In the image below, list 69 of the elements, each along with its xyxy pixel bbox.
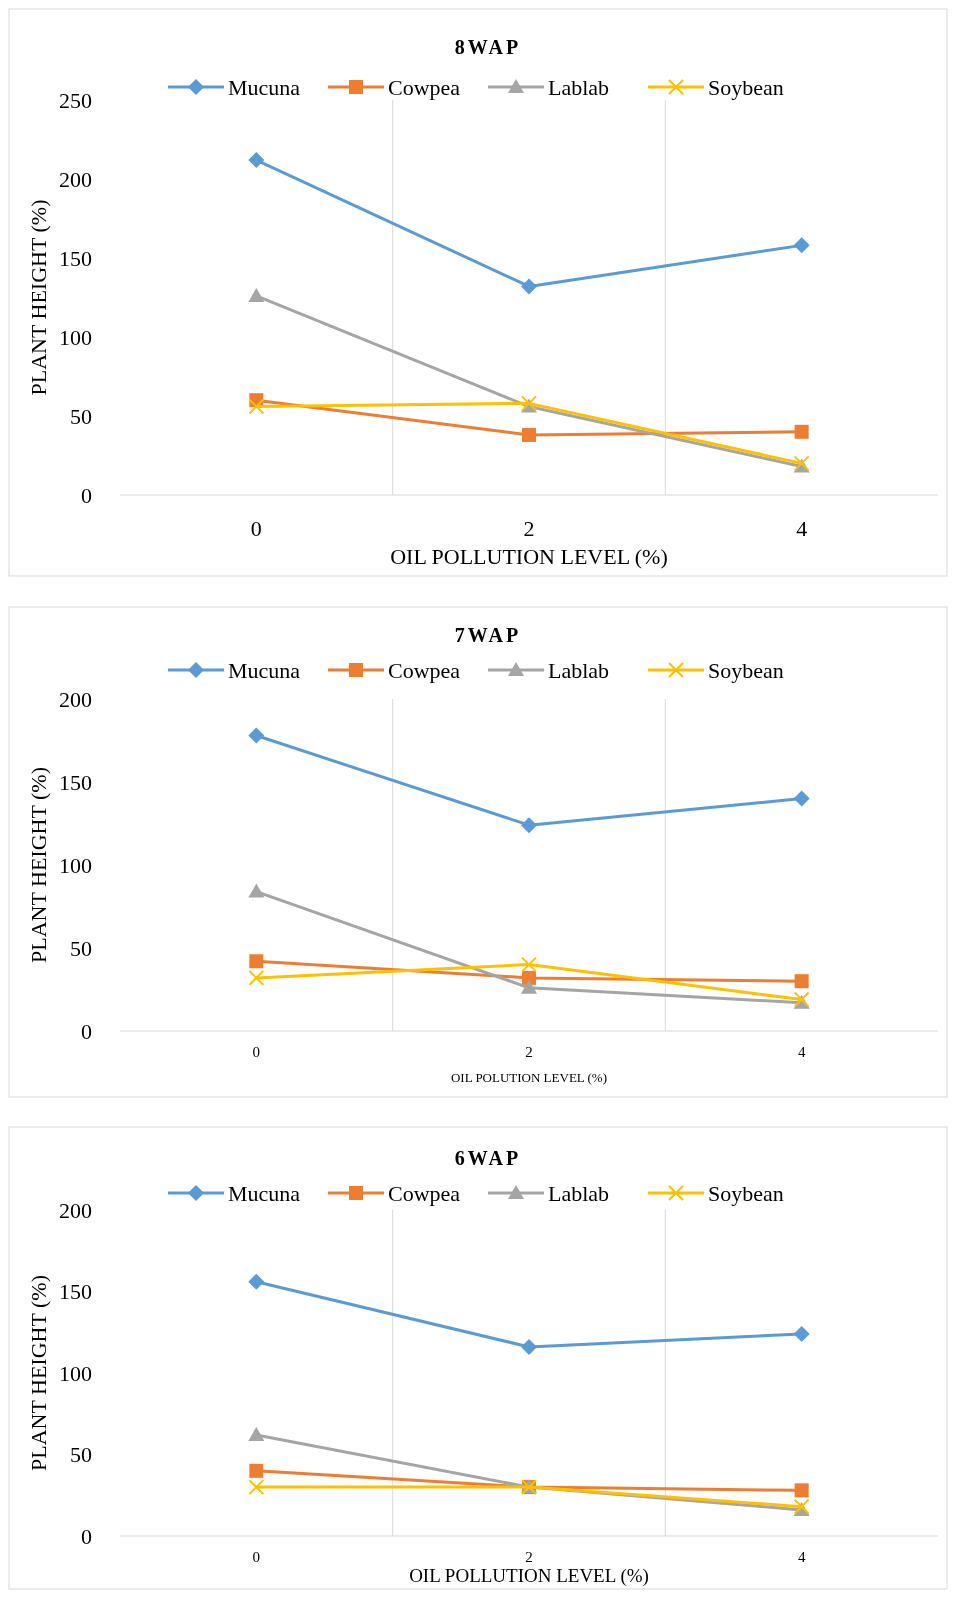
legend-label: Lablab bbox=[548, 657, 610, 683]
y-axis-title: PLANT HEIGHT (%) bbox=[26, 199, 51, 396]
point bbox=[521, 979, 537, 994]
x-tick-label: 2 bbox=[523, 516, 535, 541]
x-tick-label: 0 bbox=[252, 1549, 261, 1565]
point bbox=[248, 398, 265, 415]
point bbox=[249, 1463, 264, 1478]
legend-label: Soybean bbox=[708, 1180, 784, 1206]
point bbox=[794, 424, 809, 439]
point bbox=[248, 152, 265, 169]
y-axis-title: PLANT HEIGHT (%) bbox=[26, 1275, 51, 1471]
y-tick-label: 150 bbox=[59, 769, 92, 795]
y-tick-label: 50 bbox=[70, 403, 92, 429]
legend-label: Mucuna bbox=[228, 74, 301, 100]
x-axis-title: OIL POLLUTION LEVEL (%) bbox=[390, 544, 668, 569]
point bbox=[793, 237, 810, 254]
point bbox=[248, 883, 265, 898]
point bbox=[248, 727, 265, 744]
legend-label: Cowpea bbox=[388, 1180, 461, 1206]
y-tick-label: 0 bbox=[81, 1523, 92, 1549]
chart-title: 7WAP bbox=[454, 624, 522, 646]
y-tick-label: 100 bbox=[59, 852, 92, 878]
point bbox=[248, 1426, 265, 1441]
point bbox=[794, 1483, 809, 1498]
y-tick-label: 50 bbox=[70, 1442, 92, 1468]
y-axis-title: PLANT HEIGHT (%) bbox=[26, 767, 51, 963]
legend-label: Soybean bbox=[708, 657, 784, 683]
y-tick-label: 0 bbox=[81, 482, 92, 508]
point bbox=[794, 974, 809, 989]
y-tick-label: 100 bbox=[59, 324, 92, 350]
x-axis-title: OIL POLLUTION LEVEL (%) bbox=[409, 1565, 649, 1587]
chart-title: 8WAP bbox=[454, 36, 522, 58]
point bbox=[521, 1338, 537, 1355]
y-tick-label: 200 bbox=[59, 686, 92, 712]
x-tick-label: 4 bbox=[796, 516, 808, 541]
point bbox=[793, 1325, 810, 1342]
point bbox=[793, 790, 810, 807]
x-tick-label: 2 bbox=[525, 1044, 533, 1060]
legend-label: Lablab bbox=[548, 1180, 610, 1206]
y-tick-label: 250 bbox=[59, 87, 92, 113]
y-tick-label: 0 bbox=[81, 1018, 92, 1044]
legend-label: Mucuna bbox=[228, 657, 301, 683]
point bbox=[248, 287, 265, 302]
y-tick-label: 150 bbox=[59, 1279, 92, 1305]
legend-label: Mucuna bbox=[228, 1180, 301, 1206]
y-tick-label: 200 bbox=[59, 166, 92, 192]
x-axis-title: OIL POLUTION LEVEL (%) bbox=[450, 1070, 608, 1085]
point bbox=[248, 969, 265, 986]
point bbox=[248, 1479, 265, 1496]
point bbox=[521, 817, 537, 834]
x-tick-label: 0 bbox=[250, 516, 262, 541]
legend-label: Lablab bbox=[548, 74, 610, 100]
x-tick-label: 4 bbox=[797, 1044, 806, 1060]
legend-label: Cowpea bbox=[388, 657, 461, 683]
point bbox=[522, 427, 536, 442]
point bbox=[521, 278, 537, 295]
point bbox=[249, 954, 264, 969]
point bbox=[248, 1273, 265, 1290]
y-tick-label: 150 bbox=[59, 245, 92, 271]
y-tick-label: 50 bbox=[70, 935, 92, 961]
y-tick-label: 100 bbox=[59, 1360, 92, 1386]
legend-label: Cowpea bbox=[388, 74, 461, 100]
legend-label: Soybean bbox=[708, 74, 784, 100]
point bbox=[521, 956, 537, 973]
x-tick-label: 4 bbox=[797, 1549, 806, 1565]
y-tick-label: 200 bbox=[59, 1197, 92, 1223]
x-tick-label: 0 bbox=[252, 1044, 261, 1060]
chart-title: 6WAP bbox=[454, 1147, 522, 1169]
x-tick-label: 2 bbox=[525, 1549, 533, 1565]
